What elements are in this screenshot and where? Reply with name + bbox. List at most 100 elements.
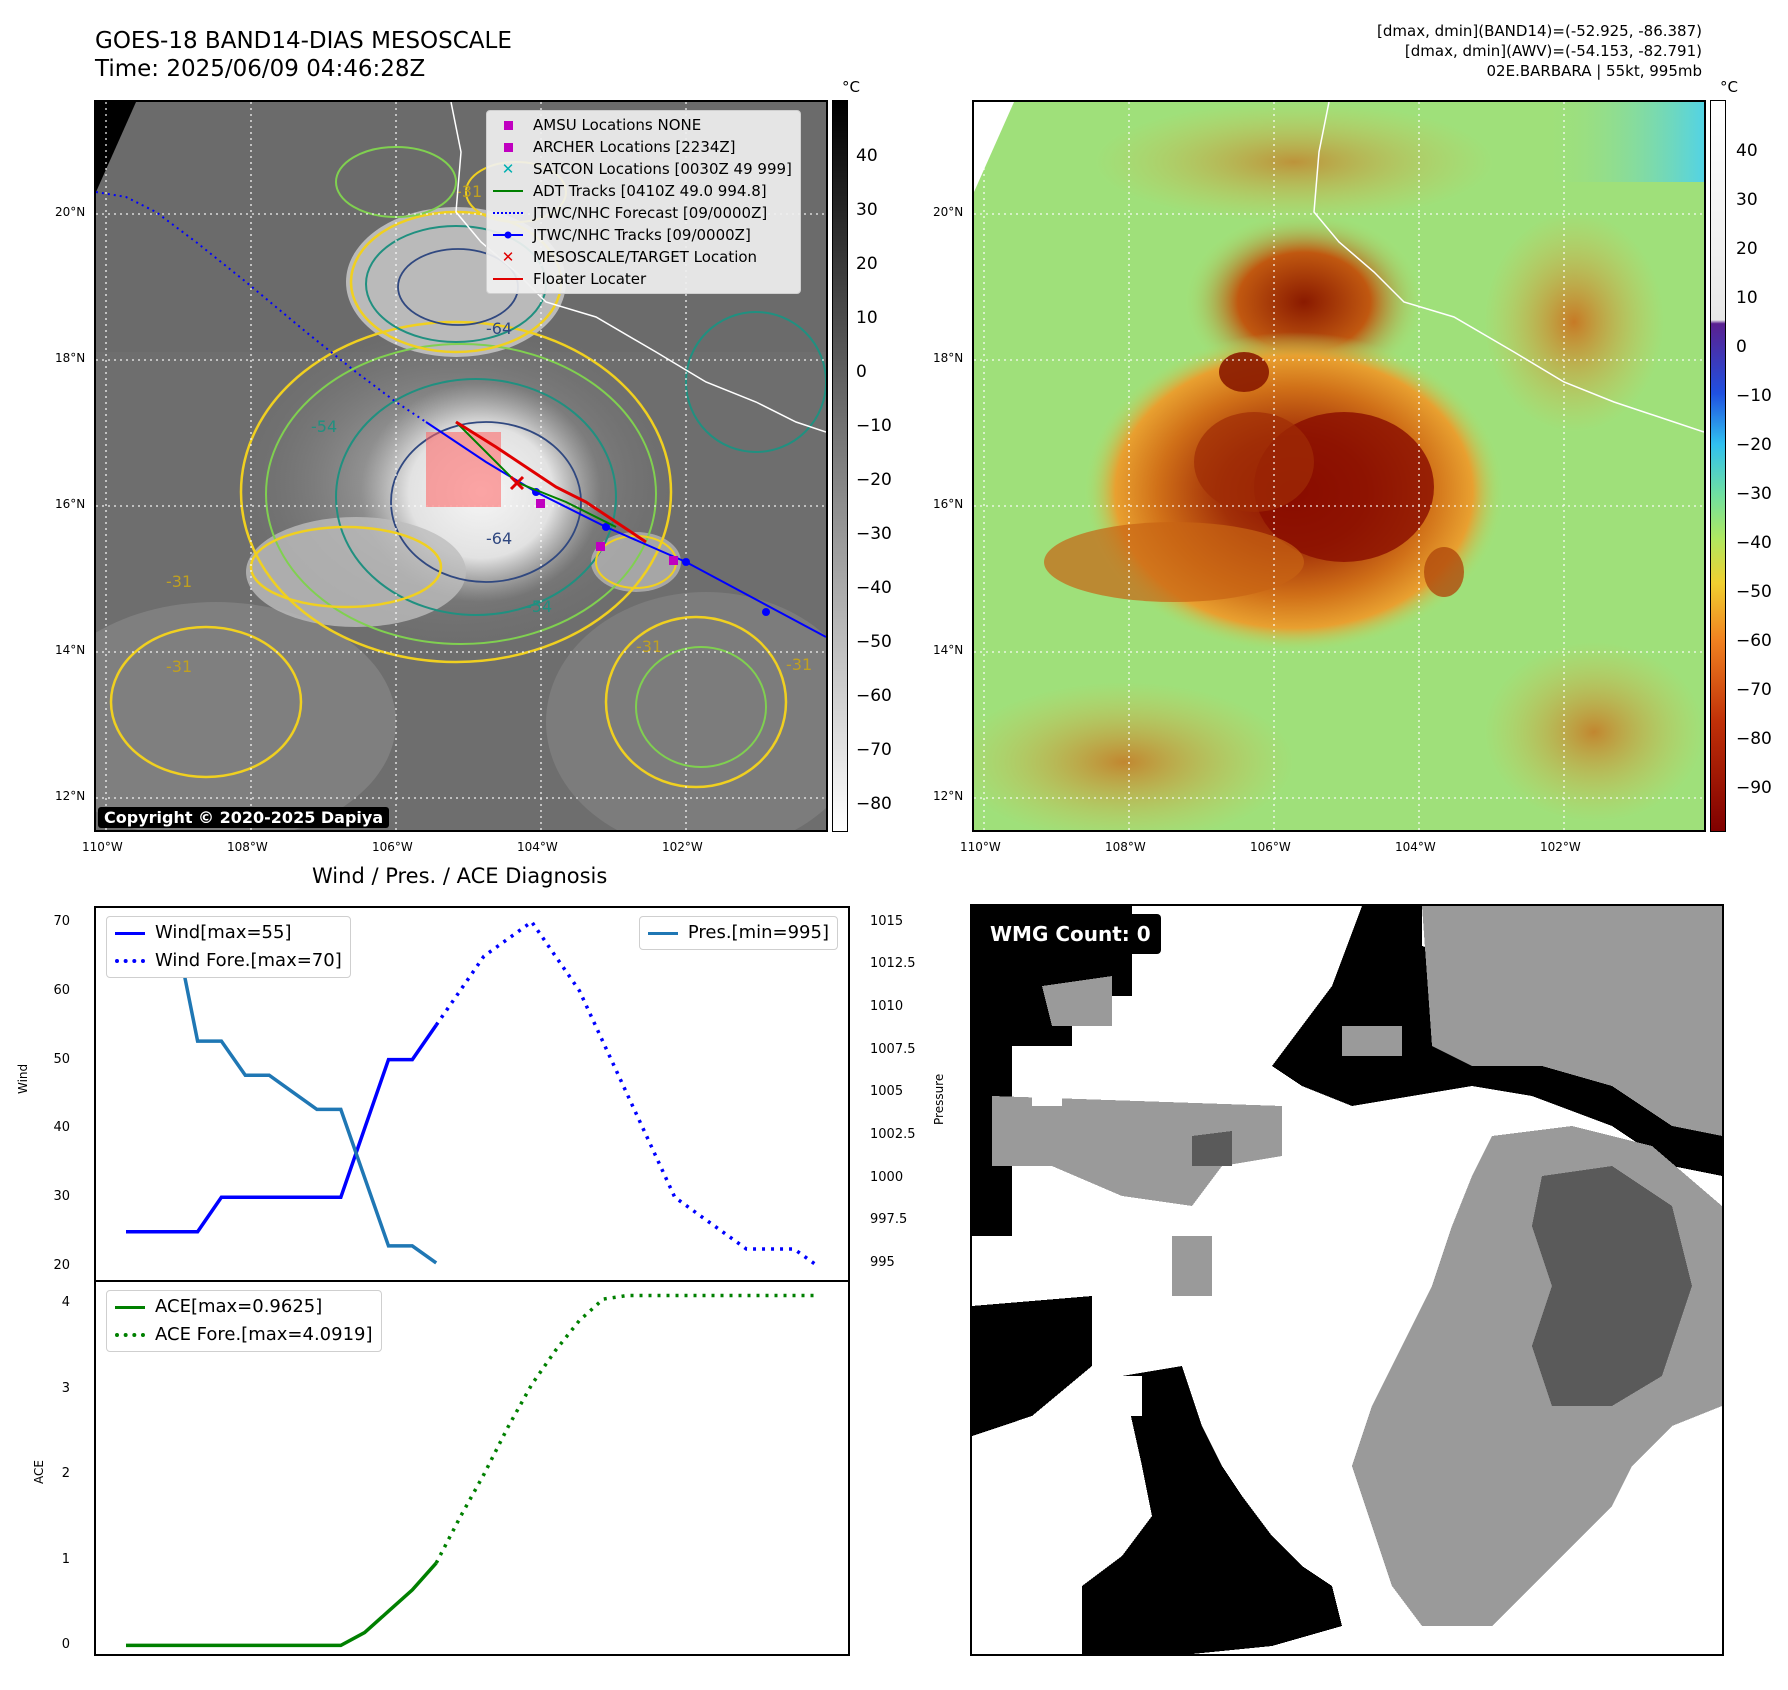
wmg-count-label: WMG Count: 0 xyxy=(980,914,1161,954)
y-tick-label: 1 xyxy=(61,1551,70,1567)
info-storm: 02E.BARBARA | 55kt, 995mb xyxy=(1486,62,1702,80)
enhanced-map-image xyxy=(974,102,1704,830)
legend-item: ACE Fore.[max=4.0919] xyxy=(115,1321,373,1349)
lon-label: 102°W xyxy=(662,840,703,854)
floater-locater xyxy=(455,420,647,544)
ace-svg xyxy=(126,1293,818,1648)
line-icon xyxy=(115,925,145,941)
legend-item: ✕ SATCON Locations [0030Z 49 999] xyxy=(493,158,792,180)
square-marker-icon xyxy=(493,117,523,133)
chart-title: GOES-18 BAND14-DIAS MESOSCALE xyxy=(95,28,512,54)
contour-label: -64 xyxy=(486,319,512,338)
line-dot-icon xyxy=(493,227,523,243)
y-tick-label: 995 xyxy=(870,1254,895,1270)
y-tick-label: 1015 xyxy=(870,913,904,929)
wind-legend: Wind[max=55] Wind Fore.[max=70] xyxy=(106,916,351,978)
colorbar-tick: 30 xyxy=(1736,190,1758,210)
y-tick-label: 1005 xyxy=(870,1084,904,1100)
lat-label: 14°N xyxy=(933,643,964,657)
colorbar-tick: −10 xyxy=(1736,386,1772,406)
contour-label: -54 xyxy=(311,417,337,436)
y-tick-label: 20 xyxy=(53,1258,70,1274)
y-tick-label: 60 xyxy=(53,982,70,998)
lat-label: 16°N xyxy=(933,497,964,511)
y-tick-label: 50 xyxy=(53,1051,70,1067)
dotted-line-icon xyxy=(115,953,145,969)
contour-label: -31 xyxy=(456,182,482,201)
legend-label: ADT Tracks [0410Z 49.0 994.8] xyxy=(533,182,767,200)
y-tick-label: 4 xyxy=(61,1295,70,1311)
lat-label: 20°N xyxy=(55,205,86,219)
x-marker-icon: ✕ xyxy=(501,248,515,266)
colorbar-tick: 0 xyxy=(856,362,867,382)
y-tick-label: 997.5 xyxy=(870,1212,908,1228)
y-tick-label: 1012.5 xyxy=(870,956,916,972)
dotted-line-icon xyxy=(493,205,523,221)
colorbar-tick: −40 xyxy=(856,578,892,598)
colorbar-tick: 10 xyxy=(856,308,878,328)
map-legend: AMSU Locations NONE ARCHER Locations [22… xyxy=(486,110,801,294)
legend-item: JTWC/NHC Tracks [09/0000Z] xyxy=(493,224,792,246)
archer-marker xyxy=(596,542,605,551)
x-marker-icon: ✕ xyxy=(501,160,515,178)
colorbar-unit: °C xyxy=(842,78,860,96)
y-tick-label: 1010 xyxy=(870,998,904,1014)
y-tick-label: 0 xyxy=(61,1637,70,1653)
lon-label: 104°W xyxy=(517,840,558,854)
legend-item: Wind[max=55] xyxy=(115,919,342,947)
colorbar-tick: −80 xyxy=(1736,729,1772,749)
legend-item: AMSU Locations NONE xyxy=(493,114,792,136)
y-tick-label: 40 xyxy=(53,1120,70,1136)
legend-label: ACE Fore.[max=4.0919] xyxy=(155,1324,373,1345)
nhc-track xyxy=(425,421,826,638)
line-icon xyxy=(493,183,523,199)
legend-item: ✕ MESOSCALE/TARGET Location xyxy=(493,246,792,268)
line-icon xyxy=(493,271,523,287)
archer-marker xyxy=(536,499,545,508)
lon-label: 106°W xyxy=(372,840,413,854)
lat-label: 12°N xyxy=(55,789,86,803)
legend-item: ARCHER Locations [2234Z] xyxy=(493,136,792,158)
legend-label: Pres.[min=995] xyxy=(687,922,829,943)
diagnosis-title: Wind / Pres. / ACE Diagnosis xyxy=(312,864,608,888)
legend-label: ARCHER Locations [2234Z] xyxy=(533,138,736,156)
colorbar-tick: −90 xyxy=(1736,778,1772,798)
line-icon xyxy=(115,1299,145,1315)
copyright-label: Copyright © 2020-2025 Dapiya xyxy=(98,807,390,828)
ace-legend: ACE[max=0.9625] ACE Fore.[max=4.0919] xyxy=(106,1290,382,1352)
contour-label: -31 xyxy=(166,657,192,676)
info-band14: [dmax, dmin](BAND14)=(-52.925, -86.387) xyxy=(1377,22,1702,40)
lat-label: 18°N xyxy=(933,351,964,365)
colorbar-tick: −10 xyxy=(856,416,892,436)
lon-label: 110°W xyxy=(82,840,123,854)
y-tick-label: 3 xyxy=(61,1380,70,1396)
chart-time: Time: 2025/06/09 04:46:28Z xyxy=(95,56,426,82)
lon-label: 110°W xyxy=(960,840,1001,854)
lon-label: 106°W xyxy=(1250,840,1291,854)
wind-axis-label: Wind xyxy=(16,1063,30,1094)
legend-label: MESOSCALE/TARGET Location xyxy=(533,248,758,266)
colorbar-tick: −70 xyxy=(856,740,892,760)
series-line-wind xyxy=(126,1024,438,1234)
colorbar-tick: −30 xyxy=(856,524,892,544)
legend-label: SATCON Locations [0030Z 49 999] xyxy=(533,160,792,178)
lat-label: 18°N xyxy=(55,351,86,365)
lat-label: 14°N xyxy=(55,643,86,657)
colorbar-tick: −60 xyxy=(856,686,892,706)
colorbar-tick: 40 xyxy=(856,146,878,166)
y-tick-label: 2 xyxy=(61,1466,70,1482)
dotted-line-icon xyxy=(115,1327,145,1343)
legend-label: Floater Locater xyxy=(533,270,647,288)
colorbar-tick: −50 xyxy=(856,632,892,652)
colorbar-unit: °C xyxy=(1720,78,1738,96)
ir-colorbar xyxy=(832,100,848,832)
wmg-image xyxy=(972,906,1722,1654)
series-line-ace-fore- xyxy=(434,1293,818,1564)
lat-label: 12°N xyxy=(933,789,964,803)
legend-label: JTWC/NHC Tracks [09/0000Z] xyxy=(533,226,751,244)
wmg-panel: WMG Count: 0 xyxy=(970,904,1724,1656)
legend-item: JTWC/NHC Forecast [09/0000Z] xyxy=(493,202,792,224)
colorbar-tick: −30 xyxy=(1736,484,1772,504)
line-icon xyxy=(647,925,678,941)
colorbar-tick: −20 xyxy=(1736,435,1772,455)
